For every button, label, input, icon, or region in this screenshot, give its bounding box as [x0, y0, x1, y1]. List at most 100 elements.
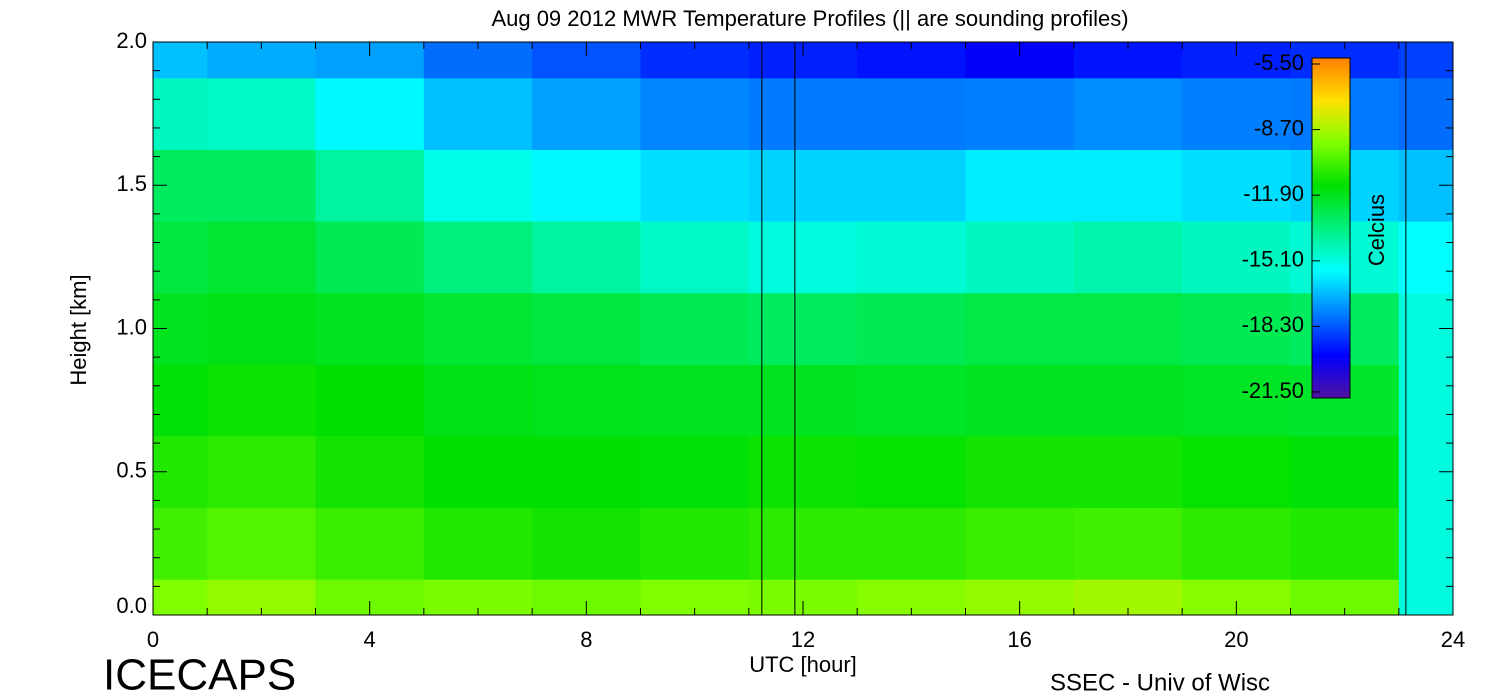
heatmap-cell — [207, 221, 316, 294]
heatmap-cell — [207, 292, 316, 365]
heatmap-cell — [1073, 435, 1183, 509]
x-tick-label: 24 — [1441, 627, 1465, 652]
heatmap-cell — [315, 507, 425, 580]
heatmap-cell — [153, 77, 208, 150]
heatmap-cell — [423, 221, 533, 294]
heatmap-cell — [315, 149, 425, 222]
x-tick-label: 4 — [364, 627, 376, 652]
heatmap-cell — [640, 77, 750, 150]
heatmap-cell — [1182, 221, 1291, 294]
heatmap-cell — [1073, 221, 1183, 294]
y-tick-label: 2.0 — [116, 28, 147, 53]
heatmap-cell — [532, 149, 641, 222]
heatmap-cell — [423, 507, 533, 580]
heatmap-cell — [532, 221, 641, 294]
heatmap-cell — [640, 435, 750, 509]
heatmap-cell — [640, 292, 750, 365]
heatmap-cell — [965, 364, 1075, 437]
heatmap-cell — [1398, 221, 1453, 294]
heatmap-cell — [857, 292, 966, 365]
heatmap-cell — [1182, 364, 1291, 437]
heatmap-cell — [1398, 364, 1453, 437]
heatmap-cell — [748, 507, 858, 580]
heatmap-cell — [857, 77, 966, 150]
heatmap-cell — [315, 364, 425, 437]
heatmap-cell — [1398, 507, 1453, 580]
heatmap-cell — [423, 435, 533, 509]
heatmap-cell — [748, 77, 858, 150]
heatmap-cell — [207, 507, 316, 580]
heatmap-cell — [207, 435, 316, 509]
heatmap-cell — [1290, 435, 1400, 509]
heatmap-cell — [857, 364, 966, 437]
heatmap-cell — [857, 221, 966, 294]
heatmap-cell — [153, 507, 208, 580]
heatmap-cell — [1073, 507, 1183, 580]
colorbar-tick-label: -11.90 — [1243, 181, 1304, 206]
heatmap-cell — [1290, 507, 1400, 580]
y-tick-label: 1.5 — [116, 171, 147, 196]
heatmap-cell — [423, 77, 533, 150]
footer-left: ICECAPS — [103, 651, 296, 700]
heatmap-cell — [965, 507, 1075, 580]
heatmap-cell — [207, 149, 316, 222]
footer-right: SSEC - Univ of Wisc — [1050, 669, 1270, 696]
heatmap-cell — [153, 364, 208, 437]
colorbar-tick-label: -8.70 — [1254, 115, 1304, 140]
heatmap-cell — [1073, 364, 1183, 437]
heatmap-cell — [153, 42, 208, 79]
heatmap-cell — [640, 221, 750, 294]
heatmap-cell — [965, 435, 1075, 509]
y-tick-label: 0.5 — [116, 458, 147, 483]
heatmap-cell — [1182, 292, 1291, 365]
heatmap-cell — [748, 149, 858, 222]
heatmap-cell — [423, 149, 533, 222]
heatmap-cell — [1182, 435, 1291, 509]
heatmap-cell — [532, 364, 641, 437]
heatmap-cell — [965, 221, 1075, 294]
colorbar-tick-label: -21.50 — [1242, 378, 1304, 403]
heatmap-cell — [315, 77, 425, 150]
heatmap-cell — [1073, 77, 1183, 150]
heatmap-cell — [748, 364, 858, 437]
x-tick-label: 0 — [147, 627, 159, 652]
heatmap-cell — [315, 221, 425, 294]
heatmap-cell — [748, 435, 858, 509]
y-tick-label: 1.0 — [116, 314, 147, 339]
heatmap-cell — [207, 77, 316, 150]
heatmap-cell — [748, 221, 858, 294]
chart-title: Aug 09 2012 MWR Temperature Profiles (||… — [491, 6, 1128, 31]
heatmap-cell — [857, 149, 966, 222]
heatmap-cell — [532, 77, 641, 150]
heatmap-cell — [532, 292, 641, 365]
heatmap-cell — [857, 507, 966, 580]
heatmap-cell — [315, 435, 425, 509]
x-axis-label: UTC [hour] — [749, 652, 857, 677]
heatmap-cell — [153, 221, 208, 294]
heatmap-cell — [1398, 579, 1453, 615]
y-axis-label: Height [km] — [66, 274, 91, 385]
heatmap-cell — [965, 292, 1075, 365]
colorbar — [1311, 57, 1351, 399]
heatmap-cell — [640, 507, 750, 580]
heatmap-cell — [532, 435, 641, 509]
heatmap-cell — [857, 435, 966, 509]
x-tick-label: 12 — [791, 627, 815, 652]
heatmap-cell — [1073, 149, 1183, 222]
x-tick-label: 8 — [580, 627, 592, 652]
heatmap-cell — [423, 364, 533, 437]
colorbar-tick-label: -5.50 — [1254, 50, 1304, 75]
heatmap-cell — [640, 149, 750, 222]
heatmap-cell — [640, 364, 750, 437]
x-tick-label: 20 — [1224, 627, 1248, 652]
heatmap-cell — [965, 149, 1075, 222]
heatmap-cell — [1182, 507, 1291, 580]
heatmap-cell — [1398, 42, 1453, 79]
heatmap-cell — [748, 292, 858, 365]
y-tick-label: 0.0 — [116, 593, 147, 618]
heatmap-cell — [207, 364, 316, 437]
heatmap-cell — [1182, 149, 1291, 222]
heatmap-cell — [153, 579, 208, 615]
heatmap-cell — [315, 292, 425, 365]
